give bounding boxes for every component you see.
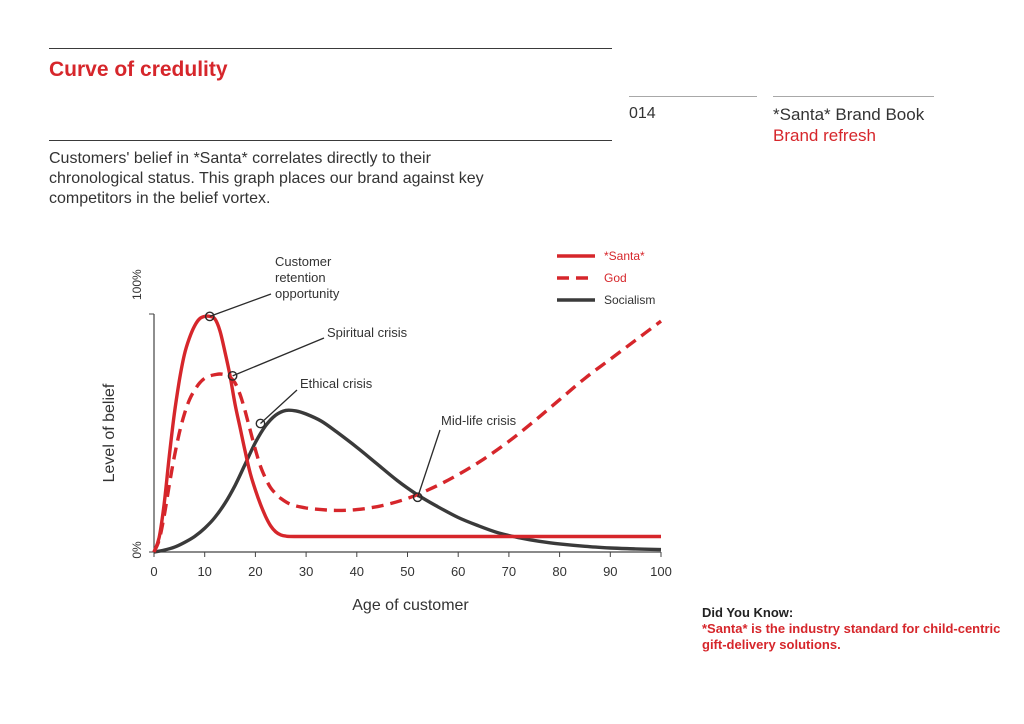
x-tick-label: 60 bbox=[451, 564, 465, 579]
page-title: Curve of credulity bbox=[49, 58, 228, 81]
page-number: 014 bbox=[629, 105, 656, 122]
book-rule bbox=[773, 96, 934, 97]
annotation-leader bbox=[209, 293, 272, 317]
y-axis-label: Level of belief bbox=[101, 383, 118, 482]
book-info: *Santa* Brand Book Brand refresh bbox=[773, 104, 924, 146]
series-line-socialism bbox=[153, 408, 662, 554]
intro-text: Customers' belief in *Santa* correlates … bbox=[49, 150, 484, 207]
x-tick-label: 100 bbox=[650, 564, 672, 579]
series-line-god bbox=[152, 319, 663, 553]
mid-rule bbox=[49, 140, 612, 141]
book-title: *Santa* Brand Book bbox=[773, 105, 925, 124]
page-number-rule bbox=[629, 96, 757, 97]
did-you-know: Did You Know: *Santa* is the industry st… bbox=[702, 605, 1002, 653]
x-tick-label: 90 bbox=[603, 564, 617, 579]
x-tick-label: 40 bbox=[350, 564, 364, 579]
legend-label: *Santa* bbox=[604, 249, 645, 263]
annotation-leader bbox=[417, 429, 441, 498]
x-tick-label: 0 bbox=[150, 564, 157, 579]
legend-label: God bbox=[604, 271, 627, 285]
annotation-leader bbox=[232, 337, 325, 377]
annotation-label: retention bbox=[275, 270, 326, 285]
did-you-know-text: *Santa* is the industry standard for chi… bbox=[702, 621, 1001, 652]
annotation-label: Ethical crisis bbox=[300, 376, 373, 391]
series-line-santa bbox=[152, 314, 661, 553]
x-tick-label: 20 bbox=[248, 564, 262, 579]
annotation-label: Spiritual crisis bbox=[327, 325, 408, 340]
legend-label: Socialism bbox=[604, 293, 655, 307]
x-tick-label: 80 bbox=[552, 564, 566, 579]
annotation-label: Mid-life crisis bbox=[441, 413, 517, 428]
x-axis-label: Age of customer bbox=[352, 597, 469, 614]
book-subtitle: Brand refresh bbox=[773, 126, 876, 145]
top-rule bbox=[49, 48, 612, 49]
did-you-know-heading: Did You Know: bbox=[702, 605, 794, 620]
annotation-label: opportunity bbox=[275, 286, 340, 301]
annotation-label: Customer bbox=[275, 254, 332, 269]
annotation-marker bbox=[255, 418, 266, 429]
annotation-marker bbox=[412, 492, 423, 503]
annotation-marker bbox=[227, 370, 238, 381]
y-tick-label: 100% bbox=[130, 269, 144, 300]
x-tick-label: 70 bbox=[502, 564, 516, 579]
annotation-leader bbox=[260, 389, 298, 424]
annotation-marker bbox=[204, 311, 215, 322]
y-tick-label: 0% bbox=[130, 541, 144, 559]
x-tick-label: 10 bbox=[197, 564, 211, 579]
x-tick-label: 30 bbox=[299, 564, 313, 579]
x-tick-label: 50 bbox=[400, 564, 414, 579]
